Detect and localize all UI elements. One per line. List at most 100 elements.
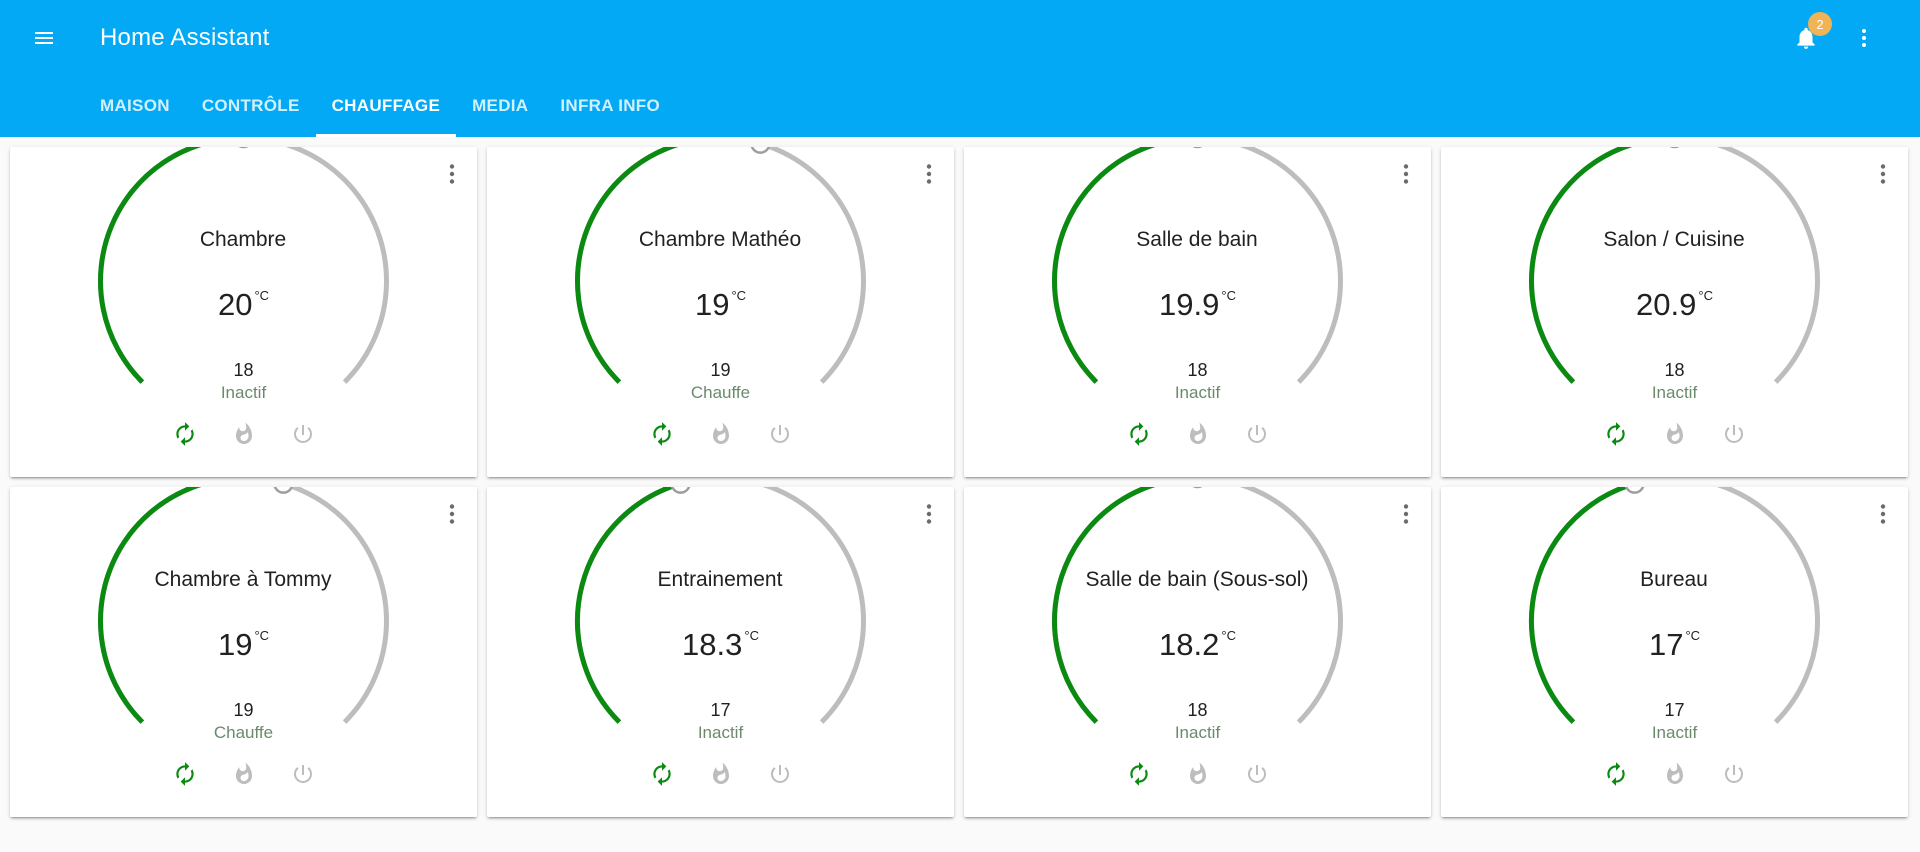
app-title: Home Assistant [100, 24, 270, 51]
mode-heat-button[interactable] [1183, 759, 1213, 789]
card-menu-button[interactable] [918, 499, 940, 529]
hvac-modes [487, 419, 954, 449]
card-menu-button[interactable] [918, 159, 940, 189]
card-menu-button[interactable] [1872, 499, 1894, 529]
power-icon [1248, 425, 1266, 443]
mode-auto-button[interactable] [647, 759, 677, 789]
gauge-fill [575, 147, 679, 384]
tab-infra-info[interactable]: INFRA INFO [560, 96, 661, 115]
setpoint-handle[interactable] [1624, 487, 1645, 494]
temperature-unit: °C [254, 628, 270, 643]
setpoint-handle[interactable] [750, 147, 771, 154]
mode-off-button[interactable] [1719, 419, 1749, 449]
mode-heat-button[interactable] [1660, 759, 1690, 789]
target-temperature: 18 [1187, 360, 1208, 380]
hvac-modes [964, 759, 1431, 789]
current-temperature: 19 °C [10, 627, 477, 663]
current-temperature: 17 °C [1441, 627, 1908, 663]
hvac-status: Inactif [1174, 723, 1221, 742]
thermostat-card: Chambre à Tommy 19 °C 19 Chauffe [10, 487, 477, 817]
mode-off-button[interactable] [1242, 759, 1272, 789]
target-temperature: 18 [1664, 360, 1685, 380]
tab-media[interactable]: MEDIA [472, 96, 529, 115]
mode-heat-button[interactable] [229, 759, 259, 789]
mode-heat-button[interactable] [1183, 419, 1213, 449]
mode-auto-button[interactable] [170, 419, 200, 449]
mode-auto-button[interactable] [1124, 759, 1154, 789]
thermostat-card: Salle de bain 19.9 °C 18 Inactif [964, 147, 1431, 477]
tab-chauffage[interactable]: CHAUFFAGE [315, 75, 457, 137]
mode-off-button[interactable] [765, 759, 795, 789]
temperature-gauge[interactable] [10, 487, 477, 817]
target-temperature: 18 [233, 360, 254, 380]
card-menu-button[interactable] [1395, 159, 1417, 189]
temperature-gauge[interactable] [964, 147, 1431, 477]
target-temperature: 19 [710, 360, 731, 380]
card-menu-button[interactable] [441, 159, 463, 189]
setpoint-handle[interactable] [273, 487, 294, 494]
mode-auto-button[interactable] [1601, 759, 1631, 789]
mode-auto-button[interactable] [647, 419, 677, 449]
temperature-gauge[interactable] [10, 147, 477, 477]
target-temperature: 17 [1664, 700, 1685, 720]
mode-heat-button[interactable] [229, 419, 259, 449]
temperature-unit: °C [744, 628, 759, 643]
autorenew-icon [1607, 762, 1625, 786]
mode-heat-button[interactable] [706, 419, 736, 449]
mode-heat-button[interactable] [1660, 419, 1690, 449]
mode-auto-button[interactable] [1124, 419, 1154, 449]
mode-off-button[interactable] [1242, 419, 1272, 449]
temperature-gauge[interactable] [1441, 487, 1908, 817]
autorenew-icon [1607, 422, 1625, 446]
current-temperature: 20 °C [10, 287, 477, 323]
temperature-unit: °C [254, 288, 270, 303]
card-menu-button[interactable] [441, 499, 463, 529]
current-temperature-value: 17 [1648, 627, 1684, 662]
mode-auto-button[interactable] [1601, 419, 1631, 449]
thermostat-grid: Chambre 20 °C 18 Inactif [10, 147, 1910, 817]
temperature-gauge[interactable] [1441, 147, 1908, 477]
fire-icon [1667, 422, 1683, 444]
hvac-status: Chauffe [690, 383, 751, 402]
power-icon [771, 425, 789, 443]
fire-icon [236, 422, 252, 444]
dots-vertical-icon [449, 504, 455, 524]
notification-count-badge: 2 [1808, 12, 1832, 36]
temperature-unit: °C [731, 288, 747, 303]
current-temperature: 18.3 °C [487, 627, 954, 663]
card-menu-button[interactable] [1395, 499, 1417, 529]
room-name: Chambre Mathéo [638, 228, 802, 251]
hvac-modes [1441, 759, 1908, 789]
gauge-fill [1529, 487, 1633, 724]
temperature-gauge[interactable] [487, 147, 954, 477]
autorenew-icon [653, 762, 671, 786]
autorenew-icon [176, 422, 194, 446]
notifications-button[interactable] [1786, 18, 1826, 58]
current-temperature: 20.9 °C [1441, 287, 1908, 323]
gauge-fill [1052, 147, 1156, 384]
card-menu-button[interactable] [1872, 159, 1894, 189]
hvac-modes [10, 759, 477, 789]
room-name: Bureau [1640, 568, 1708, 591]
overflow-menu-button[interactable] [1848, 18, 1880, 58]
power-icon [1725, 425, 1743, 443]
current-temperature-value: 19 [694, 287, 730, 322]
room-name: Chambre à Tommy [154, 568, 332, 591]
menu-button[interactable] [26, 20, 62, 56]
gauge-track [575, 147, 866, 384]
current-temperature-value: 19 [217, 627, 253, 662]
temperature-gauge[interactable] [964, 487, 1431, 817]
mode-heat-button[interactable] [706, 759, 736, 789]
current-temperature-value: 20 [217, 287, 253, 322]
mode-off-button[interactable] [288, 759, 318, 789]
mode-off-button[interactable] [1719, 759, 1749, 789]
tab-maison[interactable]: MAISON [100, 96, 170, 115]
mode-off-button[interactable] [765, 419, 795, 449]
mode-auto-button[interactable] [170, 759, 200, 789]
mode-off-button[interactable] [288, 419, 318, 449]
setpoint-handle[interactable] [670, 487, 691, 494]
fire-icon [1667, 762, 1683, 784]
tab-controle[interactable]: CONTRÔLE [201, 96, 300, 115]
temperature-gauge[interactable] [487, 487, 954, 817]
fire-icon [1190, 762, 1206, 784]
